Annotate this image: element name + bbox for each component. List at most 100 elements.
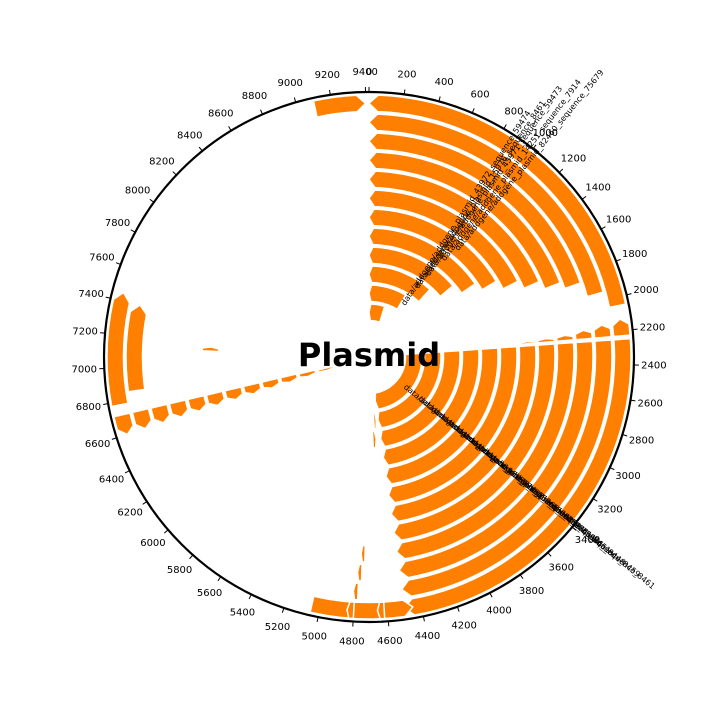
scale-tick-15 xyxy=(609,467,615,471)
feature-arc-47 xyxy=(279,373,299,384)
scale-label-0: 0 xyxy=(366,67,372,78)
scale-label-11: 2200 xyxy=(640,323,665,334)
scale-tick-37 xyxy=(105,296,111,299)
feature-arc-42 xyxy=(186,394,208,413)
scale-tick-6 xyxy=(558,168,564,173)
feature-arc-2 xyxy=(367,132,582,290)
feature-arc-46 xyxy=(260,377,281,389)
scale-label-33: 6600 xyxy=(85,439,110,450)
feature-arc-43 xyxy=(205,390,226,407)
scale-label-15: 3000 xyxy=(615,471,640,482)
feature-arc-0 xyxy=(367,94,627,309)
scale-label-31: 6200 xyxy=(117,507,142,518)
feature-arc-52 xyxy=(201,346,220,353)
feature-arc-30 xyxy=(309,595,414,620)
scale-tick-40 xyxy=(149,198,155,203)
center-title: Plasmid xyxy=(298,336,440,374)
feature-arc-29 xyxy=(518,340,537,346)
feature-arc-27 xyxy=(555,334,575,343)
scale-tick-28 xyxy=(217,576,222,582)
scale-tick-31 xyxy=(142,501,148,505)
scale-label-1: 200 xyxy=(397,70,416,81)
feature-arc-15 xyxy=(395,341,575,560)
scale-tick-19 xyxy=(519,574,524,580)
scale-tick-13 xyxy=(630,399,636,402)
feature-arc-17 xyxy=(390,344,537,523)
scale-tick-38 xyxy=(115,262,121,265)
scale-label-10: 2000 xyxy=(633,285,658,296)
feature-arc-4 xyxy=(368,170,541,290)
feature-arc-39 xyxy=(131,407,153,430)
scale-tick-9 xyxy=(615,258,621,262)
scale-label-24: 4800 xyxy=(339,636,364,647)
scale-tick-30 xyxy=(163,529,169,534)
feature-arc-26 xyxy=(574,329,594,341)
scale-label-2: 400 xyxy=(435,77,454,88)
scale-tick-18 xyxy=(547,552,552,557)
feature-arc-24 xyxy=(611,318,631,338)
scale-tick-8 xyxy=(600,226,606,230)
scale-label-39: 7800 xyxy=(105,218,130,229)
feature-arc-44 xyxy=(223,386,244,401)
feature-arc-16 xyxy=(392,343,556,541)
feature-arc-34 xyxy=(356,563,363,582)
features-layer xyxy=(106,94,632,620)
scale-tick-26 xyxy=(281,607,285,613)
scale-label-32: 6400 xyxy=(99,474,124,485)
scale-label-14: 2800 xyxy=(629,435,654,446)
feature-arc-31 xyxy=(376,601,386,620)
feature-arc-8 xyxy=(368,246,454,298)
scale-label-28: 5600 xyxy=(197,588,222,599)
feature-arc-21 xyxy=(379,349,461,448)
scale-label-47: 9400 xyxy=(352,67,377,78)
scale-tick-3 xyxy=(471,108,475,114)
scale-label-23: 4600 xyxy=(377,636,402,647)
scale-label-20: 4000 xyxy=(486,606,511,617)
scale-tick-1 xyxy=(403,89,406,95)
scale-tick-17 xyxy=(571,526,577,531)
scale-tick-5 xyxy=(532,144,537,150)
feature-arc-36 xyxy=(371,430,377,449)
scale-tick-32 xyxy=(124,470,130,474)
feature-arc-33 xyxy=(352,582,360,601)
scale-tick-20 xyxy=(489,592,493,598)
scale-label-41: 8200 xyxy=(149,156,174,167)
scale-tick-2 xyxy=(438,96,441,102)
scale-label-19: 3800 xyxy=(519,586,544,597)
scale-label-34: 6800 xyxy=(76,402,101,413)
scale-label-38: 7600 xyxy=(89,252,114,263)
scale-label-16: 3200 xyxy=(597,504,622,515)
scale-tick-33 xyxy=(111,437,117,440)
scale-label-35: 7000 xyxy=(72,364,97,375)
scale-tick-14 xyxy=(622,434,628,437)
scale-tick-7 xyxy=(581,196,587,200)
feature-arc-50 xyxy=(106,291,131,408)
feature-arc-5 xyxy=(368,189,519,290)
scale-tick-27 xyxy=(248,594,252,600)
feature-arc-11 xyxy=(368,303,386,324)
scale-label-7: 1400 xyxy=(585,182,610,193)
scale-tick-10 xyxy=(626,293,632,296)
feature-arc-23 xyxy=(374,352,423,411)
feature-arc-41 xyxy=(168,399,189,418)
feature-arc-38 xyxy=(113,412,135,436)
scale-label-44: 8800 xyxy=(242,91,267,102)
feature-arc-35 xyxy=(360,544,366,563)
feature-arc-22 xyxy=(377,351,442,429)
feature-arc-48 xyxy=(298,369,317,379)
feature-arc-37 xyxy=(372,411,377,430)
scale-label-43: 8600 xyxy=(208,109,233,120)
scale-tick-22 xyxy=(422,616,425,622)
scale-label-12: 2400 xyxy=(641,361,666,372)
scale-label-27: 5400 xyxy=(230,607,255,618)
scale-label-40: 8000 xyxy=(125,186,150,197)
feature-arc-40 xyxy=(149,403,171,424)
scale-label-3: 600 xyxy=(470,90,489,101)
scale-label-26: 5200 xyxy=(265,622,290,633)
scale-label-5: 1000 xyxy=(533,128,558,139)
scale-label-46: 9200 xyxy=(315,70,340,81)
feature-arc-28 xyxy=(536,337,556,344)
scale-label-13: 2600 xyxy=(637,398,662,409)
feature-arc-6 xyxy=(368,208,498,291)
